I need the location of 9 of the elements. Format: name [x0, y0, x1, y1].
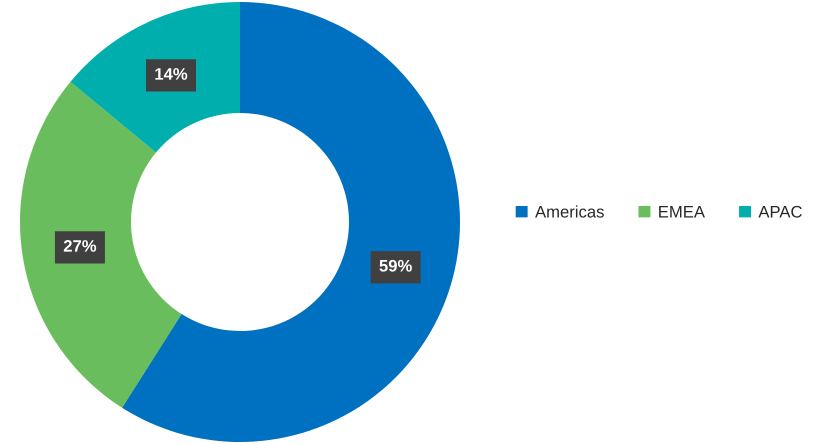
data-label: 59% [379, 260, 412, 272]
donut-slice [122, 2, 460, 442]
donut-slice [20, 82, 182, 408]
legend-label: EMEA [659, 206, 705, 218]
data-label: 14% [155, 68, 188, 80]
donut-slice [70, 2, 240, 153]
legend-label: Americas [535, 205, 604, 218]
legend-label: APAC [758, 206, 802, 218]
data-label: 27% [64, 240, 96, 252]
